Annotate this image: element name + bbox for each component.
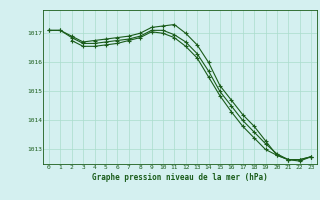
- X-axis label: Graphe pression niveau de la mer (hPa): Graphe pression niveau de la mer (hPa): [92, 173, 268, 182]
